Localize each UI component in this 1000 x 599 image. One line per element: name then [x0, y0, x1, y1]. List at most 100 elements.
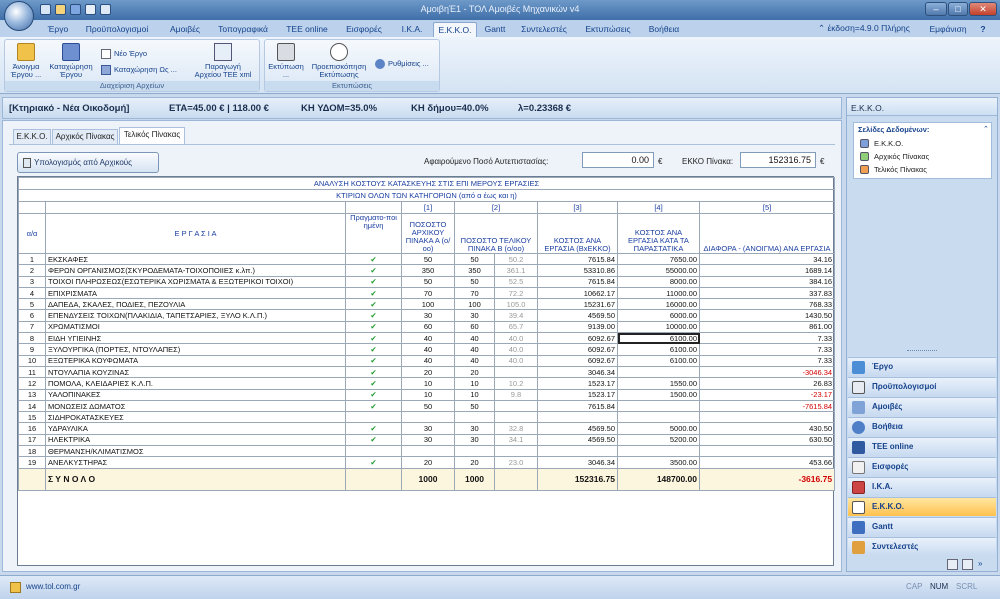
percent-final[interactable]: 10: [454, 377, 495, 390]
export-quick-icon[interactable]: [85, 4, 96, 15]
tab-prints[interactable]: Εκτυπώσεις: [585, 24, 631, 34]
tab-contributions[interactable]: Εισφορές: [346, 24, 382, 34]
cost-per-invoices[interactable]: 6100.00: [617, 343, 700, 356]
percent-final[interactable]: 50: [454, 399, 495, 413]
print-quick-icon[interactable]: [100, 4, 111, 15]
tab-ergo[interactable]: Έργο: [47, 24, 69, 34]
percent-initial[interactable]: 20: [401, 456, 455, 469]
nav-tee-online[interactable]: TEE online: [848, 437, 996, 456]
cost-per-invoices[interactable]: 1550.00: [617, 377, 700, 390]
cost-per-invoices[interactable]: [617, 445, 700, 458]
nav-ika[interactable]: Ι.Κ.Α.: [848, 477, 996, 496]
done-cell[interactable]: ✔: [345, 399, 402, 413]
cost-per-invoices[interactable]: 5000.00: [617, 422, 700, 435]
percent-final[interactable]: 20: [454, 365, 495, 379]
cost-per-invoices[interactable]: 6100.00: [617, 332, 700, 345]
nav-fees[interactable]: Αμοιβές: [848, 397, 996, 416]
done-cell[interactable]: ✔: [345, 298, 402, 311]
nav-ergo[interactable]: Έργο: [848, 357, 996, 376]
percent-final[interactable]: 60: [454, 320, 495, 334]
done-cell[interactable]: ✔: [345, 343, 402, 356]
percent-initial[interactable]: 350: [401, 264, 455, 277]
splitter-grip[interactable]: [907, 350, 937, 354]
cost-per-invoices[interactable]: [617, 365, 700, 379]
percent-final[interactable]: [454, 411, 495, 424]
website-link[interactable]: www.tol.com.gr: [26, 582, 81, 591]
percent-final[interactable]: 70: [454, 286, 495, 300]
percent-initial[interactable]: 50: [401, 399, 455, 413]
done-cell[interactable]: ✔: [345, 286, 402, 300]
percent-final[interactable]: 40: [454, 332, 495, 345]
tab-initial-table[interactable]: Αρχικός Πίνακας: [52, 129, 118, 144]
percent-initial[interactable]: [401, 411, 455, 424]
cost-per-invoices[interactable]: 55000.00: [617, 264, 700, 277]
panel-config-icon[interactable]: [962, 559, 973, 570]
nav-contributions[interactable]: Εισφορές: [848, 457, 996, 476]
panel-options-icon[interactable]: [947, 559, 958, 570]
print-preview-button[interactable]: Προεπισκόπηση Εκτύπωσης: [309, 43, 369, 79]
cost-per-invoices[interactable]: 11000.00: [617, 286, 700, 300]
percent-initial[interactable]: 30: [401, 433, 455, 447]
percent-initial[interactable]: 60: [401, 320, 455, 334]
percent-initial[interactable]: 10: [401, 377, 455, 390]
percent-final[interactable]: 40: [454, 354, 495, 367]
percent-final[interactable]: 30: [454, 433, 495, 447]
percent-final[interactable]: 100: [454, 298, 495, 311]
tab-ika[interactable]: Ι.Κ.Α.: [401, 24, 423, 34]
maximize-button[interactable]: □: [948, 2, 968, 16]
done-cell[interactable]: [345, 411, 402, 424]
done-cell[interactable]: ✔: [345, 309, 402, 322]
percent-final[interactable]: 50: [454, 252, 495, 266]
cost-per-invoices[interactable]: 6000.00: [617, 309, 700, 322]
cost-per-invoices[interactable]: 7650.00: [617, 252, 700, 266]
tab-coefficients[interactable]: Συντελεστές: [521, 24, 567, 34]
percent-final[interactable]: 30: [454, 309, 495, 322]
tab-fees[interactable]: Αμοιβές: [170, 24, 200, 34]
tab-help[interactable]: Βοήθεια: [648, 24, 680, 34]
cost-per-invoices[interactable]: 6100.00: [617, 354, 700, 367]
done-cell[interactable]: ✔: [345, 365, 402, 379]
tab-budgets[interactable]: Προϋπολογισμοί: [85, 24, 149, 34]
percent-initial[interactable]: 100: [401, 298, 455, 311]
cost-per-invoices[interactable]: [617, 399, 700, 413]
ekko-input[interactable]: 152316.75: [740, 152, 816, 168]
new-quick-icon[interactable]: [40, 4, 51, 15]
data-page-final[interactable]: Τελικός Πίνακας: [860, 164, 927, 175]
percent-initial[interactable]: 40: [401, 354, 455, 367]
save-as-button[interactable]: Καταχώρηση Ως ...: [101, 64, 177, 75]
percent-final[interactable]: 350: [454, 264, 495, 277]
percent-initial[interactable]: 50: [401, 252, 455, 266]
cost-per-invoices[interactable]: 8000.00: [617, 275, 700, 288]
view-menu[interactable]: Εμφάνιση: [929, 24, 967, 34]
open-project-button[interactable]: Άνοιγμα Έργου ...: [7, 43, 45, 79]
percent-initial[interactable]: 70: [401, 286, 455, 300]
nav-coefficients[interactable]: Συντελεστές: [848, 537, 996, 556]
collapse-icon[interactable]: ⌃: [983, 126, 989, 133]
percent-initial[interactable]: 20: [401, 365, 455, 379]
done-cell[interactable]: [345, 445, 402, 458]
done-cell[interactable]: ✔: [345, 433, 402, 447]
calc-from-initial-button[interactable]: Υπολογισμός από Αρχικούς: [17, 152, 159, 173]
done-cell[interactable]: ✔: [345, 388, 402, 401]
close-button[interactable]: ✕: [969, 2, 997, 16]
tab-tee-online[interactable]: TEE online: [286, 24, 328, 34]
cost-per-invoices[interactable]: 16000.00: [617, 298, 700, 311]
percent-initial[interactable]: 30: [401, 309, 455, 322]
tab-gantt[interactable]: Gantt: [484, 24, 506, 34]
data-page-initial[interactable]: Αρχικός Πίνακας: [860, 151, 929, 162]
percent-initial[interactable]: 10: [401, 388, 455, 401]
done-cell[interactable]: ✔: [345, 275, 402, 288]
cost-per-invoices[interactable]: 10000.00: [617, 320, 700, 334]
app-menu-button[interactable]: [4, 1, 34, 31]
percent-final[interactable]: 10: [454, 388, 495, 401]
tab-ekko[interactable]: Ε.Κ.Κ.Ο.: [433, 22, 477, 37]
done-cell[interactable]: ✔: [345, 320, 402, 334]
percent-initial[interactable]: 40: [401, 332, 455, 345]
nav-help[interactable]: Βοήθεια: [848, 417, 996, 436]
done-cell[interactable]: ✔: [345, 332, 402, 345]
percent-final[interactable]: [454, 445, 495, 458]
percent-final[interactable]: 50: [454, 275, 495, 288]
open-quick-icon[interactable]: [55, 4, 66, 15]
percent-final[interactable]: 30: [454, 422, 495, 435]
new-project-button[interactable]: Νέο Έργο: [101, 48, 147, 59]
